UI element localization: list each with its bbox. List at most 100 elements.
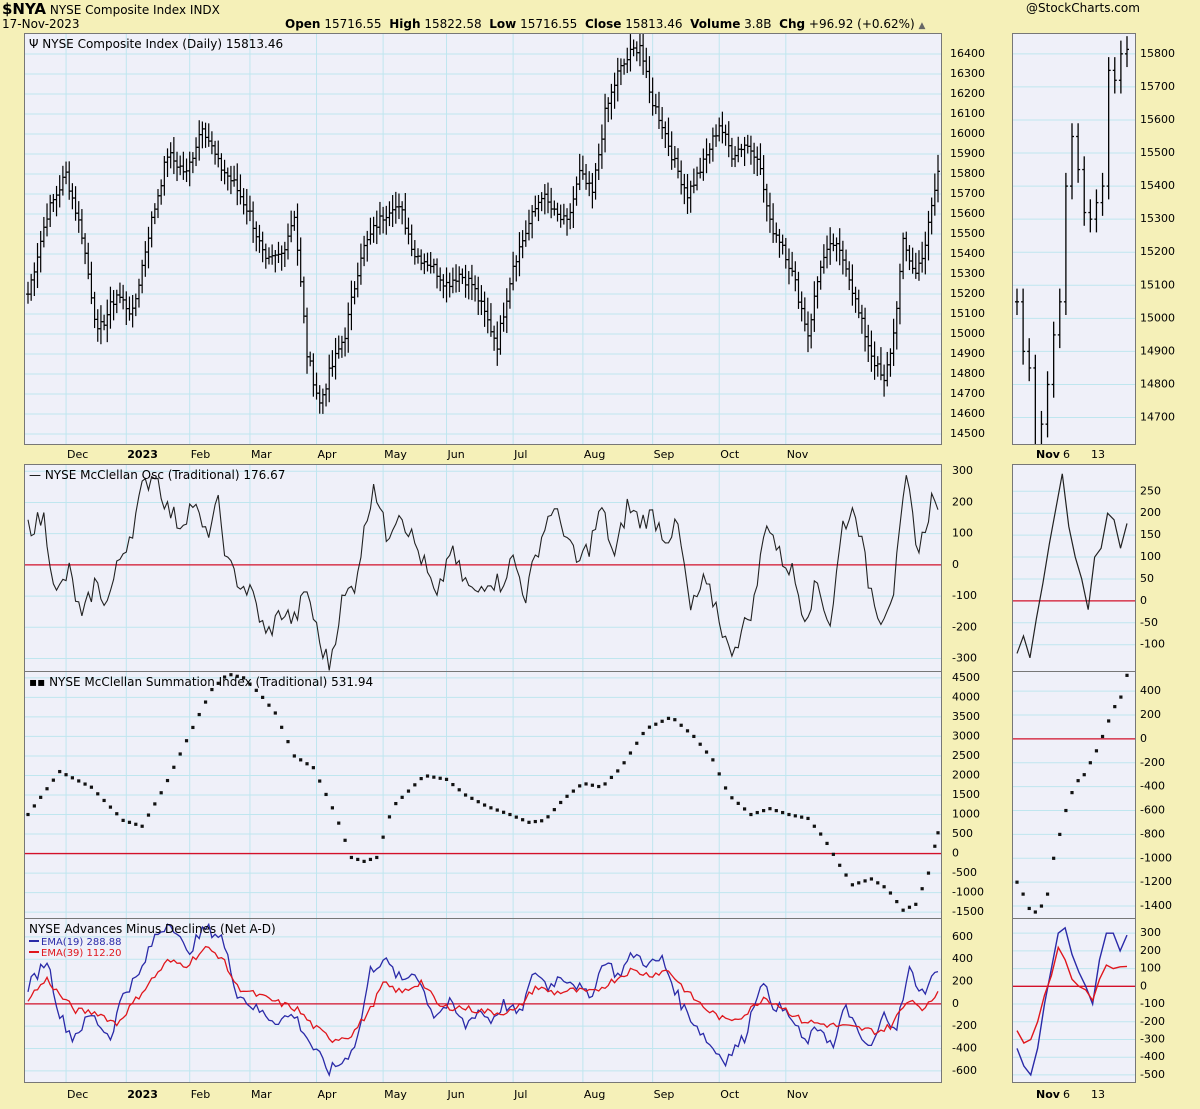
summation-point xyxy=(96,792,100,796)
summation-point xyxy=(603,782,607,786)
summation-point xyxy=(742,807,747,811)
summation-point xyxy=(787,812,791,817)
summation-point xyxy=(261,695,265,699)
summation-point xyxy=(172,765,176,769)
summation-point xyxy=(356,857,360,862)
y-tick-label: -800 xyxy=(1140,827,1165,840)
collapse-arrow-icon[interactable]: ▲ xyxy=(918,21,926,31)
summation-point xyxy=(679,723,683,727)
summation-point xyxy=(191,725,195,730)
summation-point xyxy=(685,729,690,733)
open-label: Open xyxy=(285,17,321,31)
summation-point xyxy=(489,806,493,810)
zoom-summation-point xyxy=(1076,779,1080,783)
summation-point xyxy=(26,812,30,817)
x-tick-label: Mar xyxy=(251,448,272,461)
summation-point xyxy=(717,772,721,776)
zoom-summation-point xyxy=(1107,719,1111,723)
summation-point xyxy=(502,810,506,814)
summation-point xyxy=(375,855,379,860)
summation-point xyxy=(831,852,835,856)
y-tick-label: -100 xyxy=(1140,638,1165,651)
y-tick-label: 50 xyxy=(1140,572,1154,585)
summation-point xyxy=(89,785,94,789)
y-tick-label: -1500 xyxy=(952,905,984,918)
y-tick-label: -200 xyxy=(1140,756,1165,769)
zoom-summation-point xyxy=(1119,695,1123,699)
close-label: Close xyxy=(584,17,622,31)
summation-point xyxy=(914,902,918,906)
chart-date: 17-Nov-2023 xyxy=(2,17,80,31)
summation-point xyxy=(108,805,113,809)
summation-point xyxy=(77,779,81,783)
zoom-price-bar xyxy=(1100,172,1105,216)
chg-label: Chg xyxy=(779,17,806,31)
zoom-price-bar xyxy=(1045,371,1050,438)
zoom-ad-panel xyxy=(1012,918,1136,1083)
price-panel: Ψ NYSE Composite Index (Daily) 15813.46 xyxy=(24,31,942,445)
summation-point xyxy=(521,818,525,822)
y-tick-label: 16300 xyxy=(950,67,985,80)
summation-point xyxy=(165,778,170,783)
x-tick-label: Sep xyxy=(654,1088,675,1101)
zoom-summation-point xyxy=(1021,892,1025,896)
y-tick-label: -1400 xyxy=(1140,899,1172,912)
summation-point xyxy=(774,809,778,813)
y-tick-label: -300 xyxy=(1140,1032,1165,1045)
summation-point xyxy=(400,795,404,799)
summation-point xyxy=(178,752,182,756)
summation-point xyxy=(616,769,620,773)
y-tick-label: 14700 xyxy=(950,387,985,400)
y-tick-label: -100 xyxy=(952,589,977,602)
summation-point xyxy=(508,812,512,817)
summation-point xyxy=(330,806,334,810)
summation-point xyxy=(229,673,233,677)
summation-point xyxy=(248,682,252,686)
summation-point xyxy=(749,812,753,817)
zoom-x-tick-label: 13 xyxy=(1091,1088,1105,1101)
y-tick-label: 150 xyxy=(1140,528,1161,541)
summation-point xyxy=(546,815,550,819)
x-tick-label: Feb xyxy=(191,1088,210,1101)
summation-point xyxy=(876,881,880,885)
price-bar xyxy=(936,154,940,203)
summation-point xyxy=(413,783,417,787)
zoom-oscillator-chart xyxy=(1013,473,1135,659)
x-tick-label: Oct xyxy=(720,448,740,461)
zoom-x-tick-label: 6 xyxy=(1063,448,1070,461)
x-tick-label: Apr xyxy=(318,448,338,461)
x-tick-label: 2023 xyxy=(127,448,158,461)
summation-point xyxy=(45,787,49,791)
y-tick-label: 0 xyxy=(1140,594,1147,607)
zoom-summation-point xyxy=(1039,904,1044,908)
summation-point xyxy=(819,832,823,836)
y-tick-label: -1000 xyxy=(1140,851,1172,864)
x-tick-label: Jun xyxy=(447,448,465,461)
y-tick-label: 15600 xyxy=(950,207,985,220)
y-tick-label: 2000 xyxy=(952,768,980,781)
summation-point xyxy=(863,879,867,883)
x-tick-label: Sep xyxy=(654,448,675,461)
y-tick-label: 0 xyxy=(1140,732,1147,745)
summation-point xyxy=(933,844,937,848)
x-tick-label: Jul xyxy=(513,448,527,461)
summation-point xyxy=(920,887,924,891)
y-tick-label: 200 xyxy=(952,975,973,988)
summation-point xyxy=(584,782,588,786)
zoom-price-bar xyxy=(1082,156,1087,226)
y-tick-label: -500 xyxy=(1140,1068,1165,1081)
y-tick-label: 15000 xyxy=(950,327,985,340)
y-tick-label: 15400 xyxy=(950,247,985,260)
y-tick-label: 15000 xyxy=(1140,311,1175,324)
summation-point xyxy=(337,821,341,825)
summation-point xyxy=(134,822,138,826)
y-tick-label: -400 xyxy=(1140,1050,1165,1063)
summation-point xyxy=(381,835,385,839)
zoom-price-bar xyxy=(1051,321,1056,398)
y-tick-label: 15100 xyxy=(1140,278,1175,291)
zoom-ema-line xyxy=(1016,945,1128,1044)
summation-point xyxy=(673,718,677,722)
y-tick-label: 100 xyxy=(952,527,973,540)
summation-point xyxy=(812,824,816,828)
ema39-line xyxy=(27,945,939,1044)
